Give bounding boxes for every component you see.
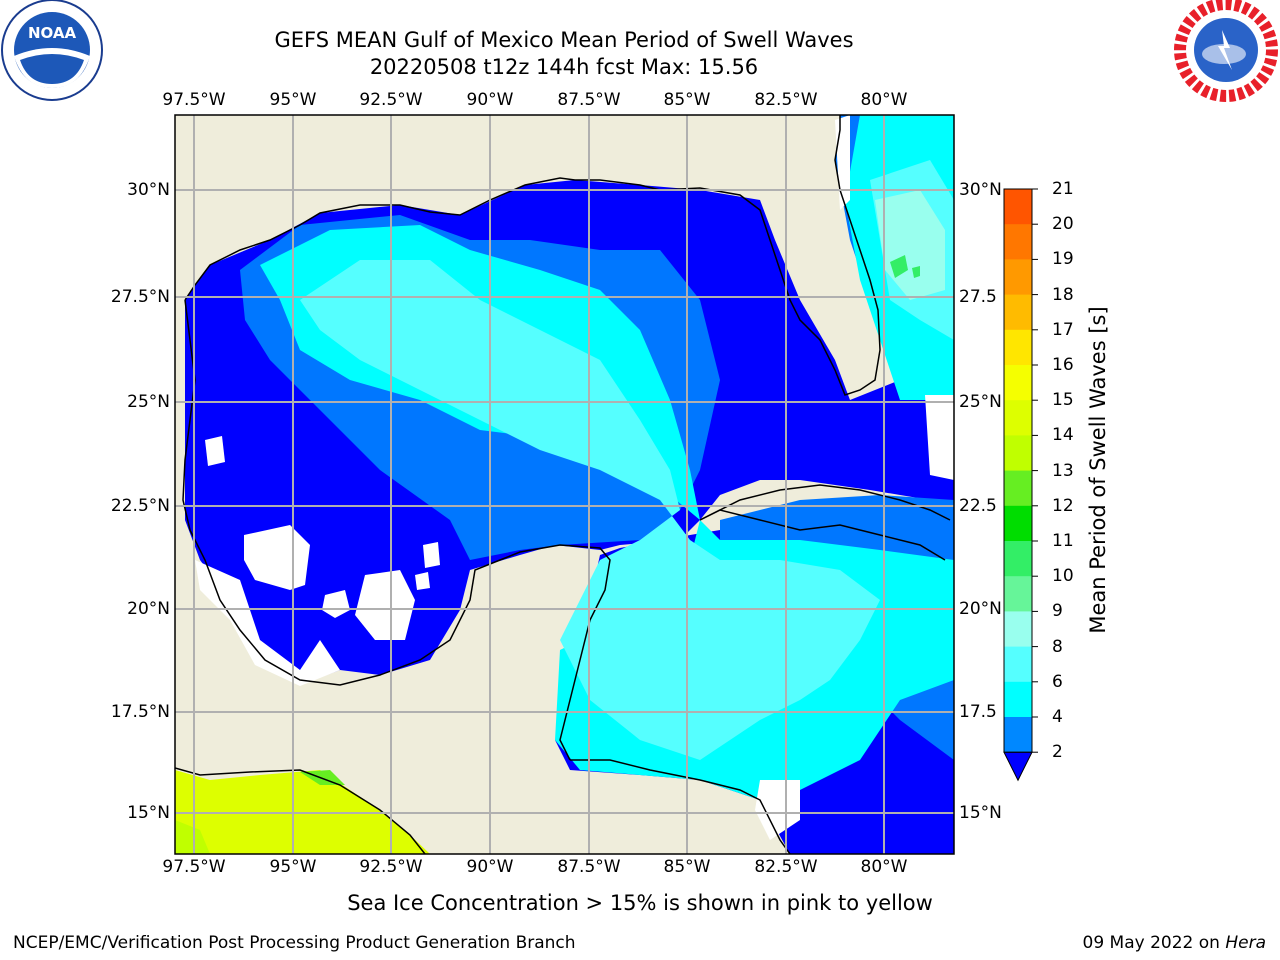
colorbar-tick-label: 14 bbox=[1052, 425, 1074, 446]
colorbar-segment bbox=[1004, 435, 1032, 472]
footer-host: Hera bbox=[1225, 933, 1266, 953]
footer-date-text: 09 May 2022 on bbox=[1082, 933, 1220, 953]
colorbar-segment bbox=[1004, 717, 1032, 753]
colorbar-tick-label: 12 bbox=[1052, 495, 1074, 516]
lat-label-left: 27.5°N bbox=[110, 287, 170, 307]
colorbar-segment bbox=[1004, 189, 1032, 225]
lon-label-bottom: 82.5°W bbox=[754, 857, 818, 877]
lon-label-bottom: 97.5°W bbox=[162, 857, 226, 877]
colorbar-segment bbox=[1004, 470, 1032, 507]
colorbar-tick-label: 9 bbox=[1052, 601, 1063, 622]
map-subtitle: 20220508 t12z 144h fcst Max: 15.56 bbox=[369, 55, 759, 79]
lon-label-top: 85°W bbox=[663, 90, 711, 110]
lat-label-right: 17.5 bbox=[959, 702, 997, 722]
lon-label-top: 82.5°W bbox=[754, 90, 818, 110]
lat-label-right: 30°N bbox=[959, 180, 1002, 200]
noaa-logo: NOAA bbox=[1, 0, 103, 101]
colorbar-segment bbox=[1004, 259, 1032, 296]
lon-label-top: 97.5°W bbox=[162, 90, 226, 110]
missing-data-regions bbox=[195, 115, 954, 840]
colorbar-segment bbox=[1004, 329, 1032, 366]
colorbar-tick-label: 4 bbox=[1052, 707, 1063, 727]
colorbar-segment bbox=[1004, 365, 1032, 401]
colorbar-tick-label: 13 bbox=[1052, 460, 1074, 481]
colorbar-tick-label: 8 bbox=[1052, 636, 1063, 657]
colorbar-tick-label: 15 bbox=[1052, 390, 1074, 411]
map-frame bbox=[174, 114, 955, 855]
lon-label-bottom: 80°W bbox=[860, 857, 908, 877]
lat-label-left: 20°N bbox=[127, 599, 170, 619]
lat-label-left: 15°N bbox=[127, 803, 170, 823]
lon-label-bottom: 90°W bbox=[466, 857, 514, 877]
lon-label-bottom: 95°W bbox=[269, 857, 317, 877]
colorbar-tick-label: 19 bbox=[1052, 249, 1074, 270]
footer-date: 09 May 2022 on Hera bbox=[1083, 933, 1267, 953]
lat-label-left: 22.5°N bbox=[110, 496, 170, 516]
colorbar-tick-label: 21 bbox=[1052, 179, 1074, 199]
svg-text:NOAA: NOAA bbox=[28, 24, 77, 42]
lon-label-bottom: 85°W bbox=[663, 857, 711, 877]
lat-label-left: 17.5°N bbox=[110, 702, 170, 722]
colorbar-extend-arrow bbox=[1003, 751, 1033, 782]
nws-logo bbox=[1174, 0, 1278, 102]
lat-label-right: 27.5 bbox=[959, 287, 997, 307]
colorbar-tick-label: 11 bbox=[1052, 531, 1074, 551]
colorbar-segment bbox=[1004, 400, 1032, 436]
colorbar-segment bbox=[1004, 681, 1032, 718]
colorbar-tick-label: 6 bbox=[1052, 671, 1063, 692]
lat-label-right: 25°N bbox=[959, 392, 1002, 412]
lon-label-top: 80°W bbox=[860, 90, 908, 110]
colorbar-tick-label: 18 bbox=[1052, 284, 1074, 305]
map-area bbox=[175, 115, 954, 854]
colorbar-segment bbox=[1004, 611, 1032, 648]
map-title: GEFS MEAN Gulf of Mexico Mean Period of … bbox=[274, 28, 854, 52]
colorbar-tick-label: 20 bbox=[1052, 214, 1074, 235]
lon-label-top: 95°W bbox=[269, 90, 317, 110]
lon-label-top: 92.5°W bbox=[359, 90, 423, 110]
coastlines bbox=[175, 115, 951, 854]
lat-label-left: 25°N bbox=[127, 392, 170, 412]
colorbar-title: Mean Period of Swell Waves [s] bbox=[1086, 306, 1110, 634]
lat-label-right: 22.5 bbox=[959, 496, 997, 516]
colorbar-tick-label: 16 bbox=[1052, 355, 1074, 375]
gridlines bbox=[175, 115, 954, 854]
colorbar-segment bbox=[1004, 541, 1032, 577]
footer-organization: NCEP/EMC/Verification Post Processing Pr… bbox=[13, 933, 576, 953]
colorbar-tick-label: 10 bbox=[1052, 566, 1074, 587]
lat-label-right: 20°N bbox=[959, 599, 1002, 619]
lon-label-bottom: 87.5°W bbox=[557, 857, 621, 877]
lon-label-top: 90°W bbox=[466, 90, 514, 110]
lat-label-left: 30°N bbox=[127, 180, 170, 200]
colorbar-segment bbox=[1004, 294, 1032, 331]
lat-label-right: 15°N bbox=[959, 803, 1002, 823]
colorbar-tick-label: 17 bbox=[1052, 319, 1074, 340]
colorbar-segment bbox=[1004, 576, 1032, 612]
lon-label-bottom: 92.5°W bbox=[359, 857, 423, 877]
lon-label-top: 87.5°W bbox=[557, 90, 621, 110]
colorbar-segment bbox=[1004, 646, 1032, 683]
colorbar bbox=[1003, 188, 1038, 782]
colorbar-tick-label: 2 bbox=[1052, 742, 1063, 763]
colorbar-segment bbox=[1004, 505, 1032, 542]
colorbar-segment bbox=[1004, 224, 1032, 260]
sea-ice-note: Sea Ice Concentration > 15% is shown in … bbox=[347, 891, 933, 915]
